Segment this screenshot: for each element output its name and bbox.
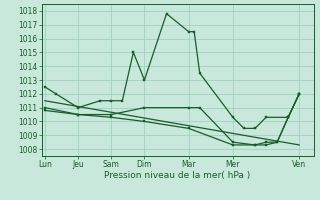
- X-axis label: Pression niveau de la mer( hPa ): Pression niveau de la mer( hPa ): [104, 171, 251, 180]
